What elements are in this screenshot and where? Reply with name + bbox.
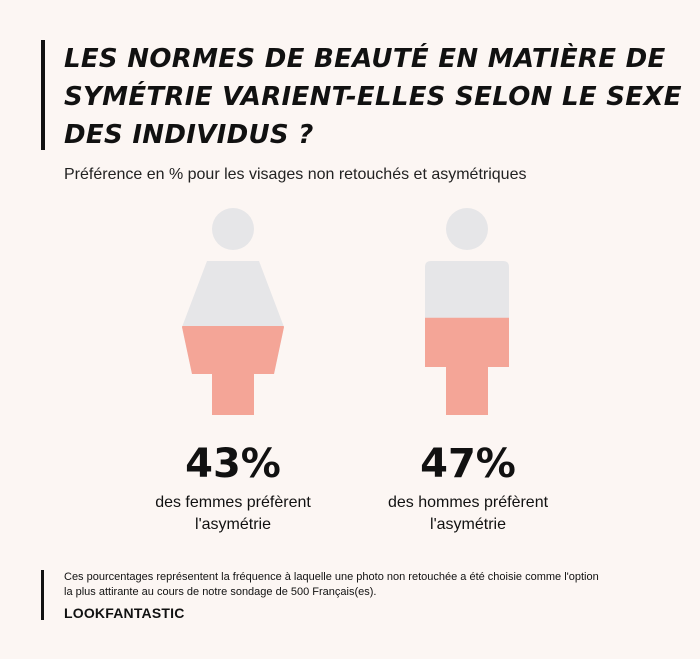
men-stat: 47% des hommes préfèrent l'asymétrie — [348, 440, 588, 536]
footnote: Ces pourcentages représentent la fréquen… — [64, 570, 684, 600]
men-description: des hommes préfèrent l'asymétrie — [348, 492, 588, 536]
pictogram-chart — [182, 208, 509, 415]
women-description: des femmes préfèrent l'asymétrie — [113, 492, 353, 536]
women-percentage: 43% — [185, 441, 281, 487]
chart-subtitle: Préférence en % pour les visages non ret… — [64, 166, 527, 183]
title-accent-bar — [41, 40, 45, 150]
male-figure-fill — [425, 317, 509, 415]
men-percentage: 47% — [420, 441, 516, 487]
women-description-line-1: des femmes préfèrent — [155, 494, 311, 511]
women-description-line-2: l'asymétrie — [195, 516, 271, 533]
brand-logo: LOOKFANTASTIC — [64, 605, 185, 621]
female-figure-fill — [182, 325, 284, 415]
male-figure-icon — [425, 208, 509, 415]
footnote-line-1: Ces pourcentages représentent la fréquen… — [64, 571, 599, 583]
female-figure-icon — [182, 208, 284, 415]
footnote-accent-bar — [41, 570, 44, 620]
men-description-line-2: l'asymétrie — [430, 516, 506, 533]
men-description-line-1: des hommes préfèrent — [387, 494, 549, 511]
footnote-line-2: la plus attirante au cours de notre sond… — [64, 586, 377, 598]
women-stat: 43% des femmes préfèrent l'asymétrie — [113, 440, 353, 536]
page-title: LES NORMES DE BEAUTÉ EN MATIÈRE DE SYMÉT… — [64, 44, 682, 150]
